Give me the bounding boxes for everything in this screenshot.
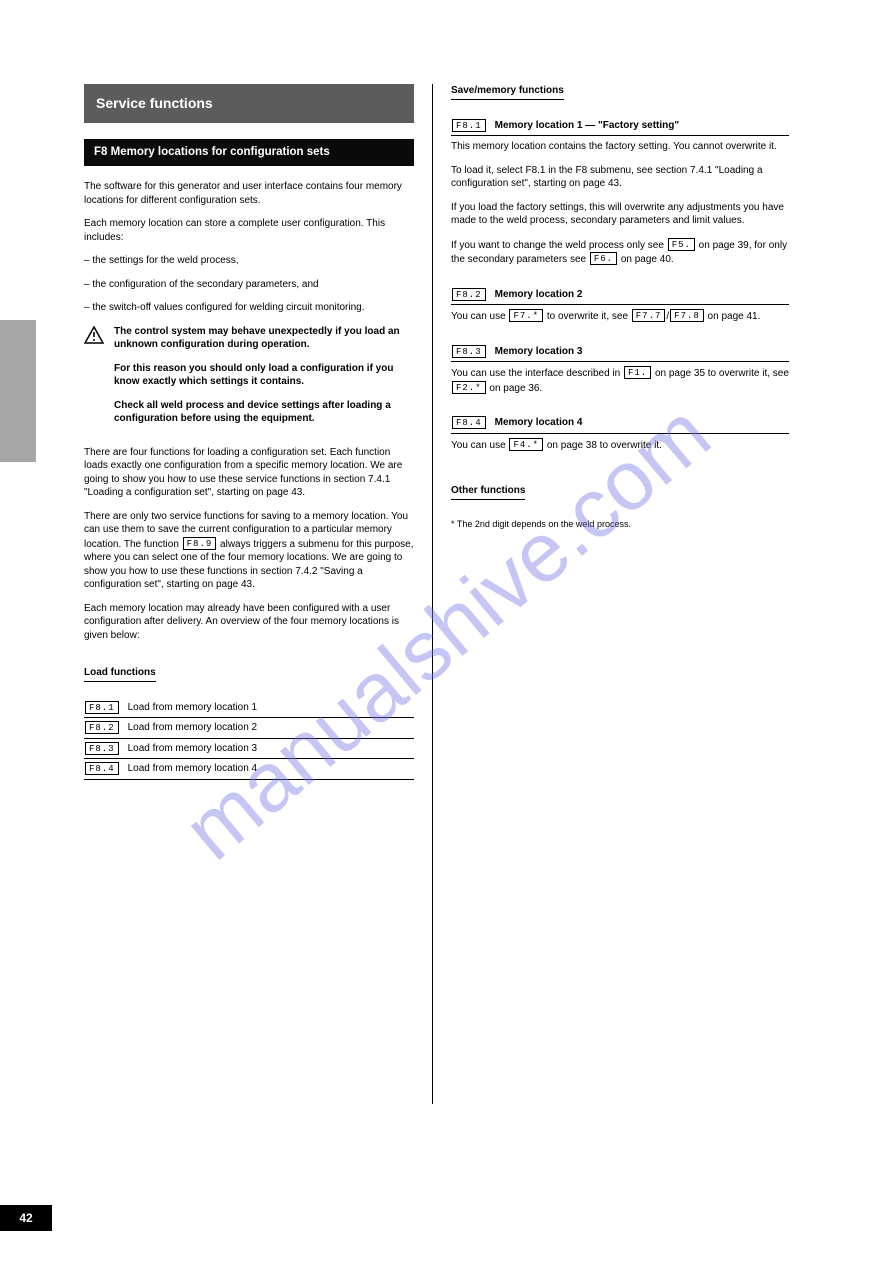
section-title: F8 Memory locations for configuration se… bbox=[84, 139, 414, 167]
para: If you load the factory settings, this w… bbox=[451, 201, 789, 228]
para: If you want to change the weld process o… bbox=[451, 238, 789, 267]
load-row: F8.3 Load from memory location 3 bbox=[84, 739, 414, 760]
subheading-other: Other functions bbox=[451, 484, 525, 500]
code-box: F7.* bbox=[509, 309, 543, 322]
code-box: F8.2 bbox=[85, 721, 119, 734]
para: The software for this generator and user… bbox=[84, 180, 414, 207]
warning-text: The control system may behave unexpected… bbox=[114, 325, 414, 352]
code-box: F8.3 bbox=[85, 742, 119, 755]
save-body: You can use the interface described in F… bbox=[451, 362, 789, 413]
save-title: Memory location 2 bbox=[495, 288, 789, 302]
load-label: Load from memory location 4 bbox=[128, 762, 414, 776]
para: Each memory location can store a complet… bbox=[84, 217, 414, 244]
para: You can use F7.* to overwrite it, see F7… bbox=[451, 309, 789, 324]
save-row: F8.3 Memory location 3 bbox=[451, 342, 789, 363]
code-box: F8.9 bbox=[183, 537, 217, 550]
save-row: F8.2 Memory location 2 bbox=[451, 285, 789, 306]
warning-icon bbox=[84, 326, 104, 344]
save-row: F8.1 Memory location 1 — "Factory settin… bbox=[451, 116, 789, 137]
save-row: F8.4 Memory location 4 bbox=[451, 413, 789, 434]
page-number: 42 bbox=[0, 1205, 52, 1231]
para: You can use the interface described in F… bbox=[451, 366, 789, 395]
load-row: F8.4 Load from memory location 4 bbox=[84, 759, 414, 780]
left-column: Service functions F8 Memory locations fo… bbox=[84, 84, 432, 1104]
load-label: Load from memory location 2 bbox=[128, 721, 414, 735]
code-box: F8.1 bbox=[452, 119, 486, 132]
para: There are four functions for loading a c… bbox=[84, 446, 414, 500]
code-box: F7.7 bbox=[632, 309, 666, 322]
column-divider bbox=[432, 84, 433, 1104]
code-box: F8.4 bbox=[452, 416, 486, 429]
code-box: F6. bbox=[590, 252, 617, 265]
right-column: Save/memory functions F8.1 Memory locati… bbox=[447, 84, 807, 1104]
save-list: F8.1 Memory location 1 — "Factory settin… bbox=[451, 116, 789, 471]
code-box: F4.* bbox=[509, 438, 543, 451]
para: To load it, select F8.1 in the F8 submen… bbox=[451, 164, 789, 191]
load-row: F8.1 Load from memory location 1 bbox=[84, 698, 414, 719]
code-box: F2.* bbox=[452, 381, 486, 394]
code-box: F8.1 bbox=[85, 701, 119, 714]
para: You can use F4.* on page 38 to overwrite… bbox=[451, 438, 789, 453]
code-box: F8.2 bbox=[452, 288, 486, 301]
list-item: – the settings for the weld process, bbox=[84, 254, 414, 268]
list-item: – the switch-off values configured for w… bbox=[84, 301, 414, 315]
code-box: F8.4 bbox=[85, 762, 119, 775]
save-body: You can use F7.* to overwrite it, see F7… bbox=[451, 305, 789, 342]
para: Each memory location may already have be… bbox=[84, 602, 414, 643]
load-list: F8.1 Load from memory location 1 F8.2 Lo… bbox=[84, 698, 414, 780]
code-box: F1. bbox=[624, 366, 651, 379]
code-box: F7.8 bbox=[670, 309, 704, 322]
list-item: – the configuration of the secondary par… bbox=[84, 278, 414, 292]
save-title: Memory location 1 — "Factory setting" bbox=[495, 119, 789, 133]
code-box: F8.3 bbox=[452, 345, 486, 358]
footnote: * The 2nd digit depends on the weld proc… bbox=[451, 518, 789, 530]
para: This memory location contains the factor… bbox=[451, 140, 789, 154]
save-body: You can use F4.* on page 38 to overwrite… bbox=[451, 434, 789, 471]
side-tab bbox=[0, 320, 36, 462]
para: There are only two service functions for… bbox=[84, 510, 414, 592]
warning-text: For this reason you should only load a c… bbox=[114, 362, 414, 389]
subheading-save: Save/memory functions bbox=[451, 84, 564, 100]
load-row: F8.2 Load from memory location 2 bbox=[84, 718, 414, 739]
save-title: Memory location 4 bbox=[495, 416, 789, 430]
code-box: F5. bbox=[668, 238, 695, 251]
chapter-title: Service functions bbox=[84, 84, 414, 123]
save-title: Memory location 3 bbox=[495, 345, 789, 359]
load-label: Load from memory location 3 bbox=[128, 742, 414, 756]
subheading-load: Load functions bbox=[84, 666, 156, 682]
save-body: This memory location contains the factor… bbox=[451, 136, 789, 285]
load-label: Load from memory location 1 bbox=[128, 701, 414, 715]
warning-block: The control system may behave unexpected… bbox=[84, 325, 414, 436]
warning-text: Check all weld process and device settin… bbox=[114, 399, 414, 426]
